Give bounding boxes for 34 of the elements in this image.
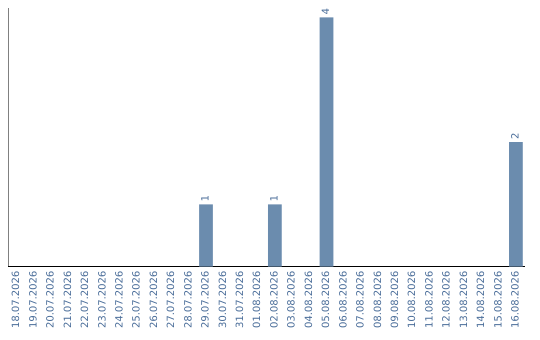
x-tick-label: 08.08.2026 bbox=[372, 270, 384, 328]
x-tick-label: 15.08.2026 bbox=[493, 270, 504, 328]
x-tick-label: 21.07.2026 bbox=[62, 270, 74, 328]
x-tick-label: 27.07.2026 bbox=[166, 270, 178, 328]
x-tick-label: 20.07.2026 bbox=[46, 270, 57, 328]
x-tick-label: 10.08.2026 bbox=[407, 270, 418, 328]
x-tick-label: 12.08.2026 bbox=[442, 270, 453, 328]
x-tick-label: 23.07.2026 bbox=[97, 270, 108, 328]
x-tick-label: 28.07.2026 bbox=[183, 270, 194, 328]
data-label: 1 bbox=[269, 195, 280, 202]
x-tick-label: 25.07.2026 bbox=[132, 270, 143, 328]
data-label: 4 bbox=[321, 8, 332, 14]
x-tick-label: 31.07.2026 bbox=[235, 270, 246, 328]
data-label: 1 bbox=[200, 195, 212, 202]
x-tick-label: 22.07.2026 bbox=[80, 270, 92, 328]
x-tick-label: 02.08.2026 bbox=[269, 270, 280, 328]
x-tick-label: 07.08.2026 bbox=[356, 270, 367, 328]
x-tick-label: 03.08.2026 bbox=[286, 270, 298, 328]
x-tick-label: 06.08.2026 bbox=[338, 270, 350, 328]
x-tick-label: 29.07.2026 bbox=[200, 270, 212, 328]
x-tick-label: 14.08.2026 bbox=[476, 270, 488, 328]
x-tick-label: 18.07.2026 bbox=[11, 270, 22, 328]
x-tick-label: 01.08.2026 bbox=[252, 270, 264, 328]
x-tick-label: 24.07.2026 bbox=[114, 270, 126, 328]
x-tick-label: 04.08.2026 bbox=[304, 270, 315, 328]
x-tick-label: 16.08.2026 bbox=[510, 270, 522, 328]
x-tick-label: 13.08.2026 bbox=[458, 270, 470, 328]
x-tick-label: 09.08.2026 bbox=[390, 270, 401, 328]
x-tick-label: 30.07.2026 bbox=[218, 270, 229, 328]
x-tick-label: 11.08.2026 bbox=[424, 270, 436, 328]
x-tick-label: 05.08.2026 bbox=[321, 270, 332, 328]
x-tick-label: 26.07.2026 bbox=[148, 270, 160, 328]
x-tick-label: 19.07.2026 bbox=[28, 270, 40, 328]
data-label: 2 bbox=[510, 132, 522, 140]
